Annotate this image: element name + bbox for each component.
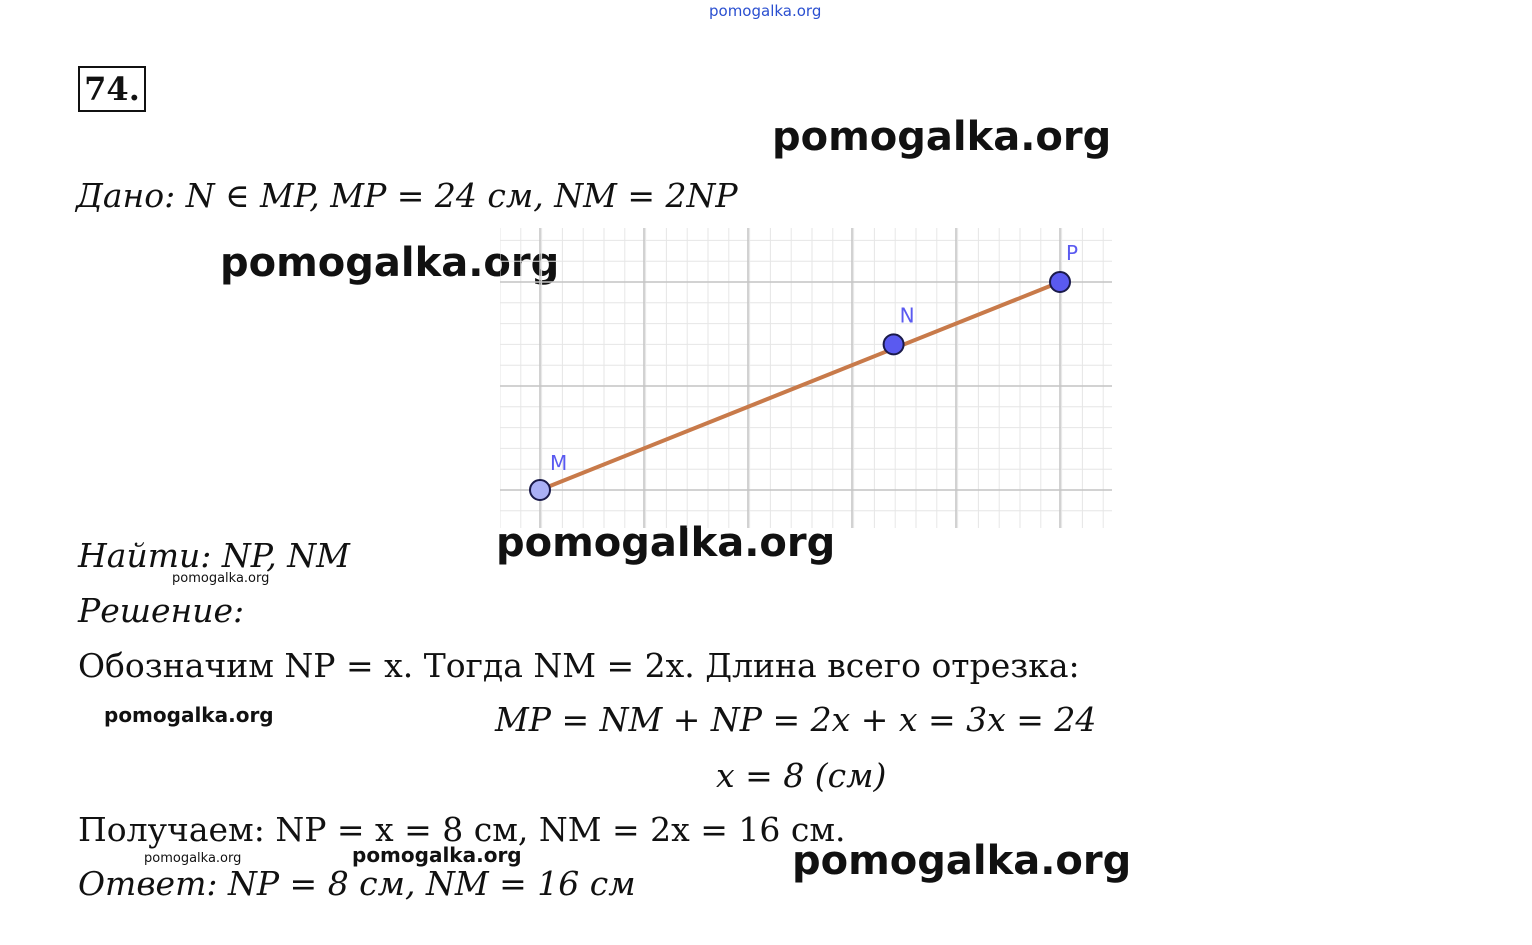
watermark: pomogalka.org: [104, 703, 274, 727]
solution-step-1: Обозначим NP = x. Тогда NM = 2x. Длина в…: [78, 646, 1080, 685]
watermark-top: pomogalka.org: [709, 2, 822, 20]
point-m: [529, 479, 551, 501]
given-line: Дано: N ∈ MP, MP = 24 см, NM = 2NP: [76, 176, 738, 215]
watermark: pomogalka.org: [496, 520, 836, 566]
watermark: pomogalka.org: [792, 838, 1132, 884]
point-p: [1049, 271, 1071, 293]
watermark: pomogalka.org: [220, 240, 560, 286]
find-line: Найти: NP, NM: [78, 536, 350, 575]
result-line: Получаем: NP = x = 8 см, NM = 2x = 16 см…: [78, 810, 846, 849]
point-label-n: N: [900, 303, 915, 327]
watermark: pomogalka.org: [172, 571, 270, 586]
equation-2: x = 8 (см): [716, 756, 887, 795]
watermark: pomogalka.org: [144, 851, 242, 866]
point-label-m: M: [550, 451, 567, 475]
answer-line: Ответ: NP = 8 см, NM = 16 см: [78, 864, 636, 903]
solution-label: Решение:: [78, 591, 245, 630]
watermark: pomogalka.org: [352, 843, 522, 867]
problem-number: 74.: [78, 66, 146, 112]
segment-figure: M N P: [500, 228, 1112, 528]
point-n: [882, 333, 905, 356]
segment-mp: [539, 280, 1061, 492]
equation-1: MP = NM + NP = 2x + x = 3x = 24: [495, 700, 1097, 739]
watermark: pomogalka.org: [772, 114, 1112, 160]
point-label-p: P: [1066, 241, 1078, 265]
